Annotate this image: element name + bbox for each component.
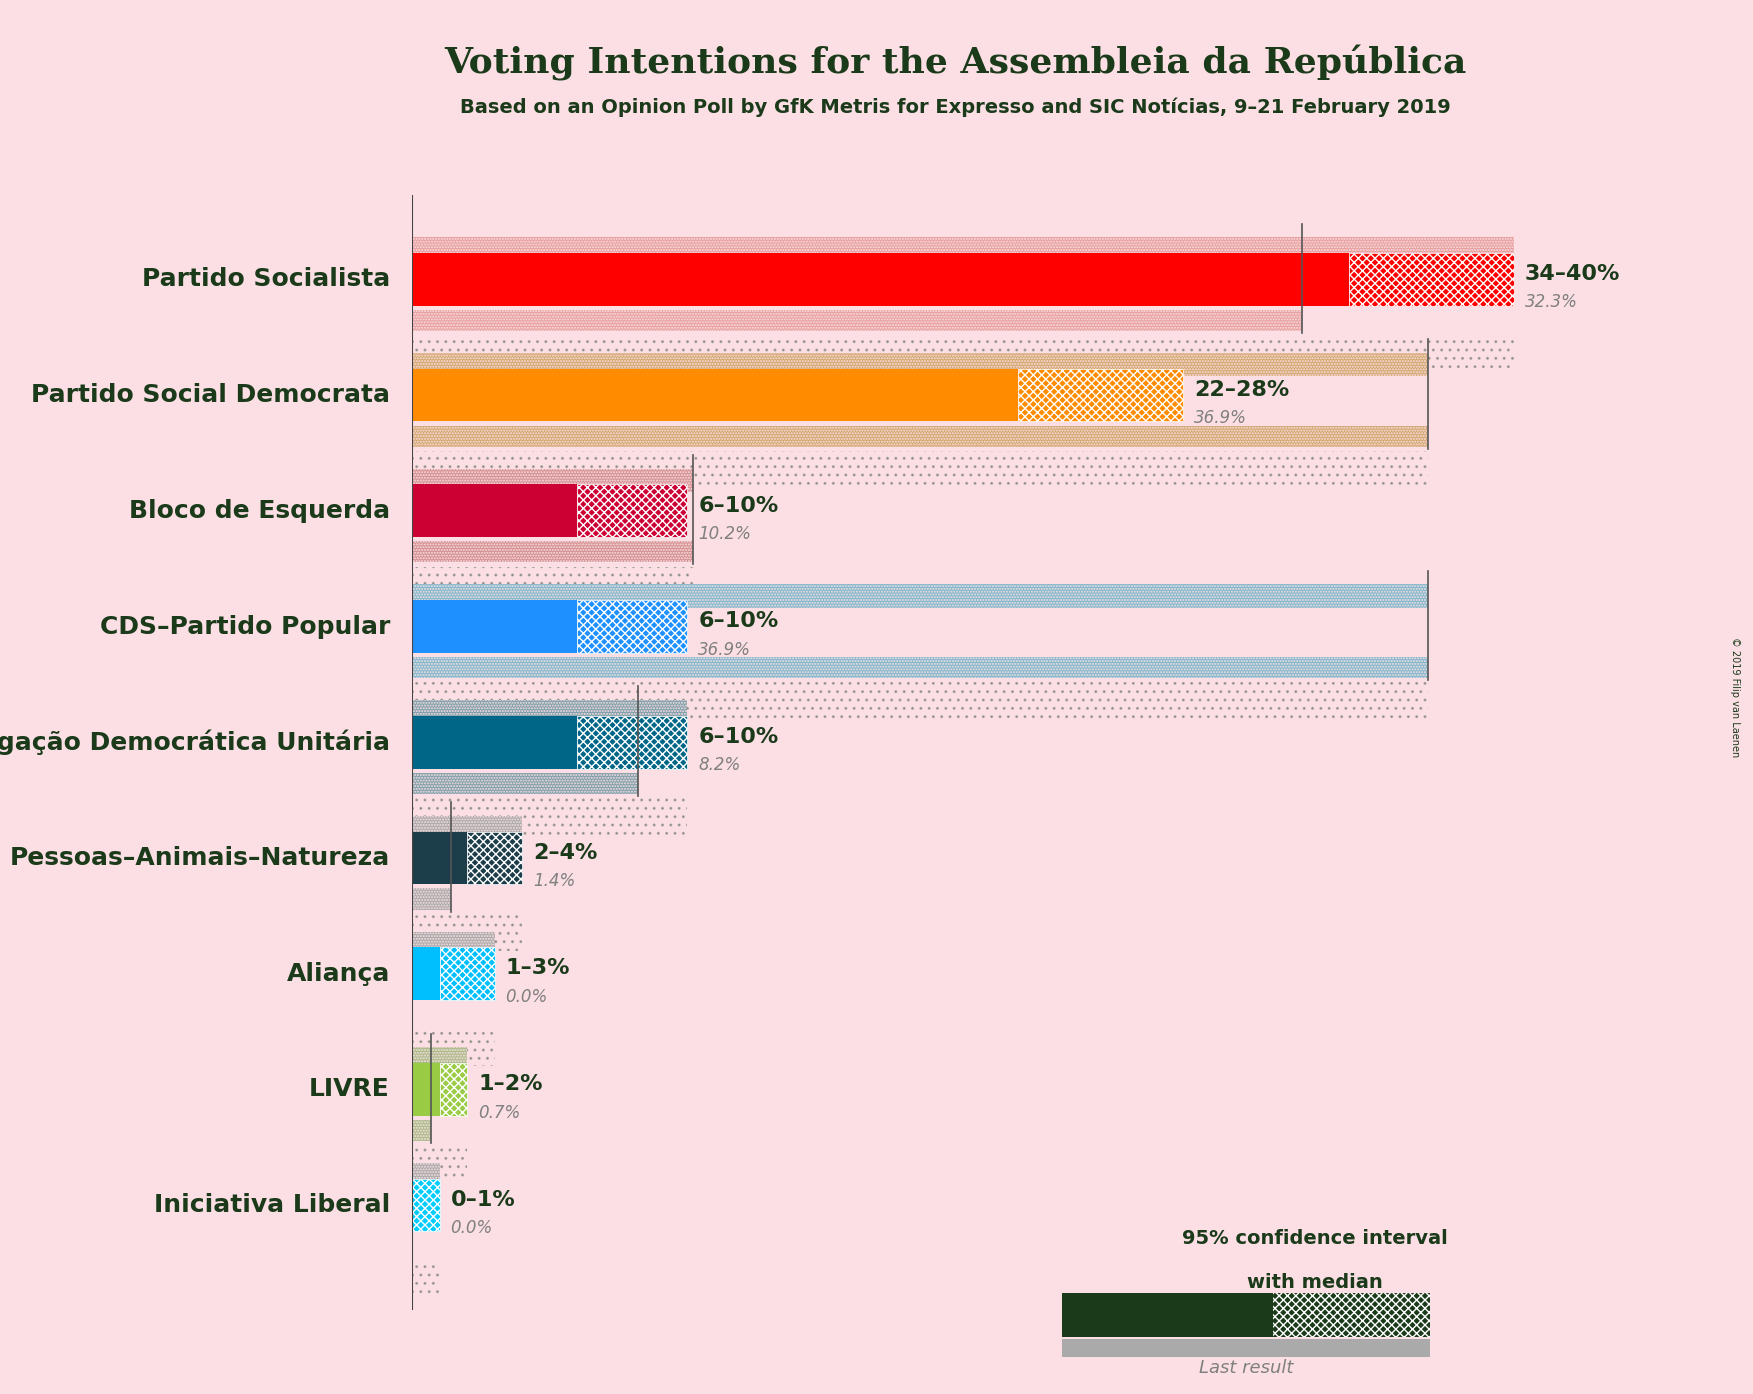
Bar: [412, 657, 1429, 677]
Bar: [466, 832, 522, 884]
Bar: [412, 353, 1429, 376]
Bar: [412, 485, 577, 537]
Bar: [412, 335, 1515, 372]
Bar: [412, 772, 638, 793]
Bar: [1062, 1294, 1273, 1337]
Text: Voting Intentions for the Assembleia da República: Voting Intentions for the Assembleia da …: [444, 45, 1467, 81]
Text: with median: with median: [1246, 1273, 1383, 1292]
Bar: [1348, 254, 1515, 305]
Bar: [412, 772, 638, 793]
Bar: [412, 1163, 440, 1186]
Text: Iniciativa Liberal: Iniciativa Liberal: [154, 1193, 389, 1217]
Text: Aliança: Aliança: [286, 962, 389, 986]
Bar: [1273, 1294, 1430, 1337]
Text: CDS–Partido Popular: CDS–Partido Popular: [100, 615, 389, 638]
Text: LIVRE: LIVRE: [309, 1078, 389, 1101]
Bar: [412, 1119, 431, 1140]
Bar: [412, 1146, 466, 1182]
Bar: [412, 700, 687, 723]
Bar: [412, 657, 1429, 677]
Bar: [412, 309, 1302, 330]
Text: 0.0%: 0.0%: [451, 1220, 493, 1238]
Text: 1–2%: 1–2%: [479, 1075, 543, 1094]
Bar: [412, 700, 687, 723]
Bar: [577, 485, 687, 537]
Bar: [412, 309, 1302, 330]
Bar: [412, 913, 522, 951]
Text: © 2019 Filip van Laenen: © 2019 Filip van Laenen: [1730, 637, 1741, 757]
Bar: [412, 541, 692, 562]
Bar: [577, 601, 687, 652]
Text: 32.3%: 32.3%: [1525, 294, 1578, 311]
Text: 1–3%: 1–3%: [505, 959, 570, 979]
Bar: [412, 717, 577, 768]
Bar: [412, 584, 1429, 608]
Text: 6–10%: 6–10%: [698, 728, 778, 747]
Bar: [412, 237, 1515, 261]
Bar: [577, 717, 687, 768]
Text: Bloco de Esquerda: Bloco de Esquerda: [128, 499, 389, 523]
Bar: [412, 450, 1429, 488]
Bar: [412, 369, 1018, 421]
Text: Partido Social Democrata: Partido Social Democrata: [32, 383, 389, 407]
Bar: [412, 1163, 440, 1186]
Bar: [412, 237, 1515, 261]
Bar: [1018, 369, 1183, 421]
Bar: [412, 1047, 466, 1071]
Bar: [412, 931, 494, 955]
Bar: [412, 931, 494, 955]
Bar: [412, 682, 1429, 719]
Bar: [440, 948, 494, 999]
Bar: [412, 425, 1429, 446]
Text: 36.9%: 36.9%: [1194, 410, 1246, 427]
Bar: [412, 1179, 440, 1231]
Bar: [412, 1064, 440, 1115]
Bar: [412, 425, 1429, 446]
Bar: [412, 1029, 494, 1066]
Text: 0.7%: 0.7%: [479, 1104, 521, 1122]
Bar: [440, 1064, 466, 1115]
Bar: [412, 1047, 466, 1071]
Text: 36.9%: 36.9%: [698, 641, 752, 658]
Bar: [412, 948, 440, 999]
Text: 22–28%: 22–28%: [1194, 379, 1290, 400]
Bar: [412, 832, 466, 884]
Text: 95% confidence interval: 95% confidence interval: [1182, 1230, 1448, 1248]
Text: 0.0%: 0.0%: [505, 988, 549, 1006]
Text: 10.2%: 10.2%: [698, 526, 752, 542]
Text: Pessoas–Animais–Natureza: Pessoas–Animais–Natureza: [11, 846, 389, 870]
Bar: [412, 468, 692, 492]
Text: 2–4%: 2–4%: [533, 843, 598, 863]
Bar: [412, 815, 522, 839]
Text: Coligação Democrática Unitária: Coligação Democrática Unitária: [0, 729, 389, 756]
Bar: [412, 1262, 440, 1298]
Text: 1.4%: 1.4%: [533, 873, 575, 891]
Text: Partido Socialista: Partido Socialista: [142, 268, 389, 291]
Text: Last result: Last result: [1199, 1359, 1294, 1377]
Bar: [412, 888, 451, 909]
Bar: [412, 541, 692, 562]
Text: 6–10%: 6–10%: [698, 611, 778, 631]
Bar: [412, 815, 522, 839]
Text: 0–1%: 0–1%: [451, 1190, 515, 1210]
Bar: [412, 468, 692, 492]
Bar: [412, 254, 1348, 305]
Text: 6–10%: 6–10%: [698, 495, 778, 516]
Bar: [412, 601, 577, 652]
Bar: [412, 584, 1429, 608]
Bar: [412, 566, 692, 604]
Text: Based on an Opinion Poll by GfK Metris for Expresso and SIC Notícias, 9–21 Febru: Based on an Opinion Poll by GfK Metris f…: [459, 98, 1451, 117]
Text: 34–40%: 34–40%: [1525, 263, 1620, 284]
Bar: [412, 1119, 431, 1140]
Bar: [1062, 1340, 1430, 1356]
Bar: [412, 797, 687, 835]
Bar: [412, 888, 451, 909]
Text: 8.2%: 8.2%: [698, 757, 742, 775]
Bar: [412, 353, 1429, 376]
